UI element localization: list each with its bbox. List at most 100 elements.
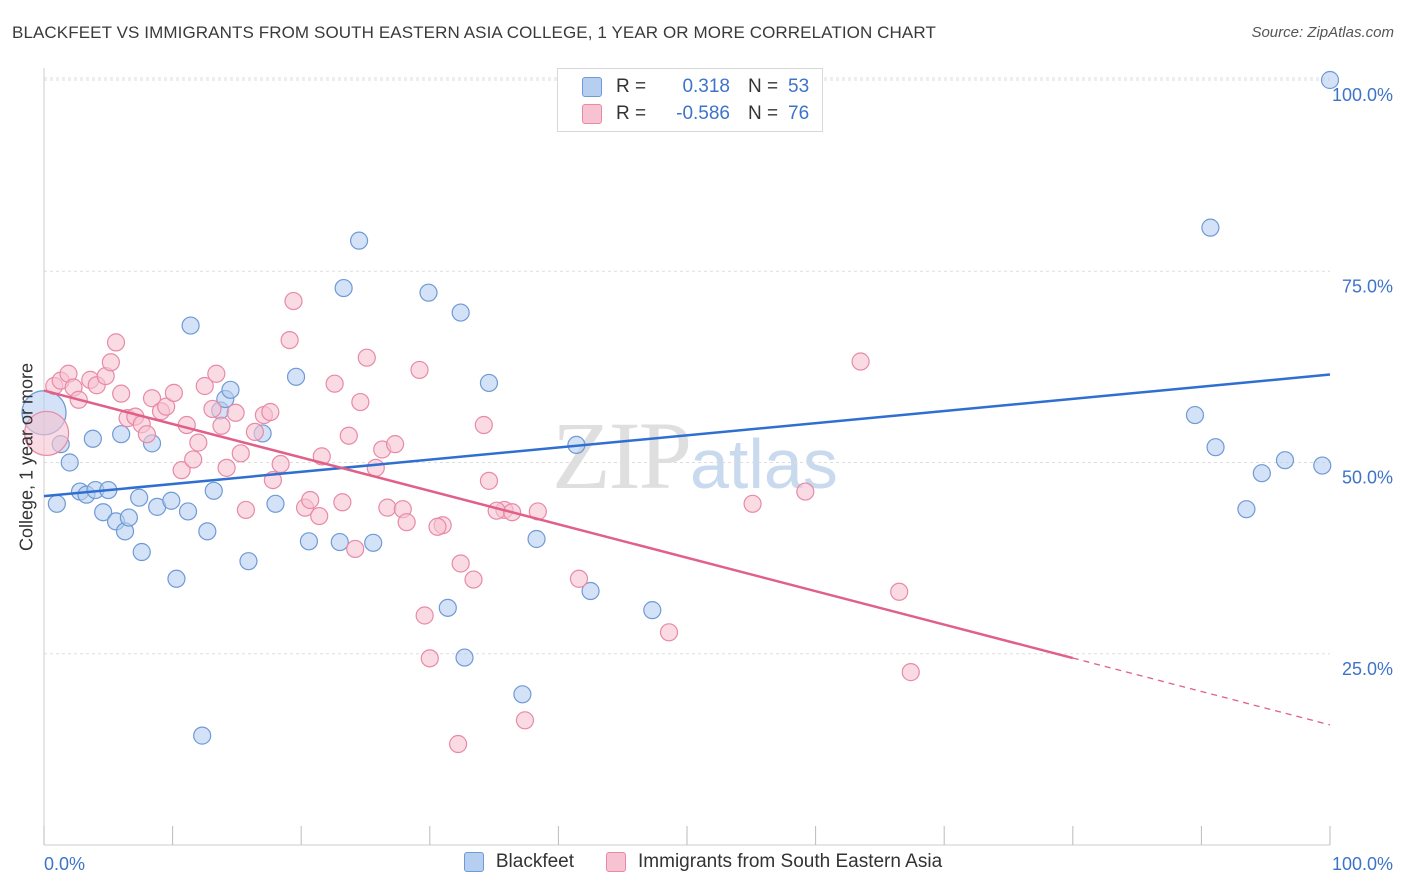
point-blackfeet [167, 569, 186, 588]
point-immigrants [415, 606, 434, 625]
point-immigrants [23, 410, 70, 457]
legend-swatch-blue [582, 77, 602, 97]
point-immigrants [366, 458, 385, 477]
point-blackfeet [1206, 438, 1225, 457]
point-blackfeet [1275, 451, 1295, 470]
point-immigrants [346, 539, 365, 559]
point-immigrants [796, 482, 815, 501]
point-blackfeet [1313, 456, 1332, 475]
point-blackfeet [204, 481, 223, 500]
point-blackfeet [1320, 70, 1340, 90]
point-immigrants [385, 435, 405, 454]
legend-item-blackfeet[interactable]: Blackfeet [463, 851, 575, 873]
point-immigrants [142, 389, 162, 408]
point-blackfeet [419, 283, 438, 302]
point-blackfeet [349, 231, 369, 250]
point-blackfeet [119, 508, 138, 527]
legend-n-value: 53 [788, 76, 810, 97]
trendline-blackfeet [43, 373, 1331, 498]
point-immigrants [890, 582, 909, 601]
legend-label-blackfeet: Blackfeet [495, 851, 575, 872]
y-tick-label: 50.0% [1342, 468, 1393, 488]
trendline-dashed-immigrants [1072, 657, 1331, 726]
point-blackfeet [286, 367, 306, 386]
point-immigrants [410, 360, 429, 380]
point-immigrants [464, 570, 483, 589]
legend-r-value: -0.586 [676, 103, 730, 124]
point-immigrants [226, 403, 245, 422]
point-blackfeet [181, 316, 200, 335]
point-immigrants [271, 454, 290, 474]
point-immigrants [901, 663, 920, 682]
source-credit: Source: ZipAtlas.com [1251, 24, 1394, 41]
point-blackfeet [112, 425, 131, 444]
point-immigrants [325, 374, 344, 393]
point-blackfeet [162, 491, 181, 510]
y-axis-title: College, 1 year or more [16, 362, 37, 552]
point-immigrants [333, 493, 352, 512]
y-tick-label: 75.0% [1342, 276, 1393, 296]
y-tick-label: 100.0% [1332, 85, 1393, 105]
point-immigrants [284, 291, 303, 311]
legend-row-blackfeet: R = 0.318 N = 53 [582, 74, 809, 100]
legend-n-label: N = [748, 76, 779, 97]
y-tick-label: 25.0% [1342, 659, 1393, 679]
point-blackfeet [299, 532, 319, 551]
point-blackfeet [581, 581, 600, 601]
point-blackfeet [221, 380, 240, 399]
point-blackfeet [83, 429, 102, 448]
trendline-immigrants [43, 389, 1074, 660]
point-immigrants [851, 352, 870, 371]
point-immigrants [164, 383, 183, 402]
point-blackfeet [527, 529, 546, 549]
point-immigrants [195, 376, 214, 396]
point-immigrants [479, 471, 499, 490]
point-immigrants [397, 513, 416, 532]
point-blackfeet [198, 522, 217, 541]
point-immigrants [301, 490, 320, 510]
legend-r-label: R = [616, 76, 647, 97]
point-immigrants [101, 353, 120, 372]
point-immigrants [231, 444, 250, 463]
point-immigrants [189, 433, 208, 452]
point-immigrants [236, 500, 256, 520]
point-immigrants [569, 569, 589, 588]
point-blackfeet [60, 453, 79, 472]
stats-legend: R = 0.318 N = 53 R = -0.586 N = 76 [557, 68, 823, 132]
point-blackfeet [1201, 218, 1220, 237]
point-immigrants [428, 517, 447, 536]
point-immigrants [357, 348, 376, 367]
point-blackfeet [94, 503, 113, 522]
point-immigrants [310, 506, 329, 526]
legend-r-label: R = [616, 103, 647, 124]
point-immigrants [112, 384, 131, 403]
point-blackfeet [1185, 405, 1205, 425]
legend-item-immigrants[interactable]: Immigrants from South Eastern Asia [606, 851, 942, 873]
point-blackfeet [178, 502, 198, 521]
point-blackfeet [193, 726, 212, 745]
point-blackfeet [330, 532, 349, 552]
x-tick-label: 0.0% [44, 854, 85, 874]
point-immigrants [184, 450, 203, 469]
point-immigrants [378, 498, 397, 517]
point-immigrants [351, 392, 370, 412]
legend-swatch-pink [582, 104, 602, 124]
point-immigrants [743, 494, 762, 513]
legend-row-immigrants: R = -0.586 N = 76 [582, 101, 809, 127]
point-blackfeet [364, 533, 383, 552]
chart-title: BLACKFEET VS IMMIGRANTS FROM SOUTH EASTE… [12, 23, 936, 42]
point-blackfeet [130, 488, 149, 507]
point-immigrants [451, 554, 470, 573]
point-immigrants [448, 734, 468, 754]
point-immigrants [245, 422, 265, 441]
legend-n-label: N = [748, 103, 779, 124]
legend-n-value: 76 [788, 103, 810, 124]
point-blackfeet [451, 303, 470, 322]
point-immigrants [203, 399, 222, 419]
point-blackfeet [1252, 464, 1271, 483]
point-immigrants [172, 461, 191, 480]
point-blackfeet [239, 552, 258, 571]
watermark-zip: ZIP [552, 402, 692, 509]
point-blackfeet [132, 542, 151, 562]
